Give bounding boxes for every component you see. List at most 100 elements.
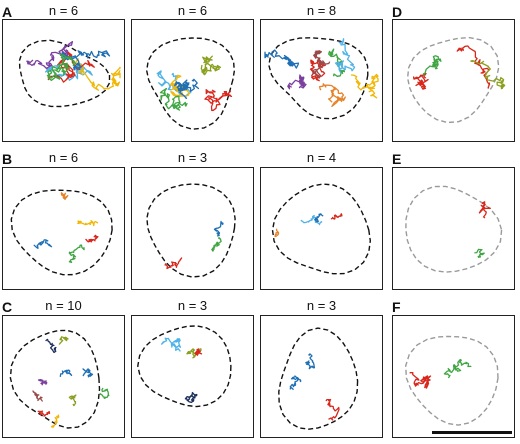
panel-c2-title: n = 3 (177, 298, 208, 313)
panel-b1-title: n = 6 (48, 150, 79, 165)
panel-c2 (131, 315, 254, 438)
trajectory (47, 51, 95, 83)
trajectory (474, 248, 485, 258)
cell-boundary (405, 185, 503, 273)
cell-boundary (137, 325, 232, 408)
trajectory (46, 53, 77, 81)
panel-a1-title: n = 6 (48, 3, 79, 18)
trajectory (58, 336, 69, 345)
panel-f-traces (404, 335, 499, 426)
trajectory (287, 74, 307, 90)
panel-a3 (260, 19, 383, 142)
trajectory (325, 398, 340, 421)
trajectory (77, 220, 99, 227)
scale-bar (432, 431, 512, 434)
trajectory (184, 391, 198, 404)
panel-label-d: D (392, 4, 403, 20)
trajectory (330, 213, 343, 220)
panel-a2-traces (145, 37, 236, 130)
panel-a3-title: n = 8 (306, 3, 337, 18)
trajectory (470, 59, 506, 90)
trajectory (478, 201, 491, 219)
trajectory (160, 337, 182, 352)
trajectory (33, 239, 53, 249)
panel-f (392, 315, 515, 438)
panel-e-traces (405, 185, 503, 273)
trajectory (32, 390, 43, 402)
trajectory (37, 378, 48, 386)
trajectory (169, 74, 190, 98)
trajectory (82, 368, 94, 378)
cell-boundary (268, 37, 369, 120)
panel-b3 (260, 167, 383, 290)
panel-e (392, 167, 515, 290)
trajectory (99, 387, 110, 399)
trajectory (68, 394, 77, 407)
trajectory (309, 59, 326, 82)
trajectory (164, 257, 183, 270)
panel-c1 (2, 315, 125, 438)
cell-boundary (10, 189, 113, 276)
cell-boundary (271, 183, 372, 275)
panel-a3-traces (264, 37, 379, 120)
trajectory (85, 234, 99, 243)
trajectory (211, 236, 222, 252)
cell-boundary (404, 335, 499, 426)
trajectory (213, 220, 224, 237)
panel-label-e: E (392, 151, 402, 167)
trajectory (174, 78, 200, 99)
panel-b1 (2, 167, 125, 290)
trajectory (159, 87, 188, 111)
trajectory (305, 353, 316, 370)
panel-b3-title: n = 4 (306, 150, 337, 165)
panel-a1-traces (18, 39, 121, 108)
cell-boundary (146, 183, 236, 278)
panel-c3-title: n = 3 (306, 298, 337, 313)
trajectory (289, 375, 302, 390)
panel-label-f: F (392, 299, 401, 315)
trajectory (274, 228, 280, 238)
trajectory (59, 369, 73, 377)
panel-a1 (2, 19, 125, 142)
panel-b2 (131, 167, 254, 290)
trajectory (204, 89, 233, 112)
panel-d (392, 19, 515, 142)
trajectory (312, 50, 331, 79)
panel-c2-traces (137, 325, 232, 408)
panel-b2-traces (146, 183, 236, 278)
panel-a2 (131, 19, 254, 142)
trajectory (328, 48, 346, 77)
trajectory (409, 372, 432, 389)
panel-label-b: B (2, 151, 13, 167)
panel-label-c: C (2, 299, 13, 315)
trajectory (443, 358, 472, 379)
panel-a2-title: n = 6 (177, 3, 208, 18)
trajectory (350, 73, 379, 99)
panel-c1-title: n = 10 (45, 298, 82, 313)
trajectory (45, 338, 57, 354)
trajectory (61, 50, 111, 71)
trajectory (456, 45, 491, 89)
panel-c1-traces (9, 329, 110, 429)
trajectory (37, 410, 51, 417)
trajectory (194, 348, 203, 356)
trajectory (318, 83, 346, 107)
trajectory (334, 38, 356, 74)
panel-b3-traces (271, 183, 372, 275)
panel-c3-traces (278, 327, 359, 430)
trajectory (264, 49, 300, 69)
trajectory (75, 58, 121, 91)
trajectory (68, 244, 85, 264)
trajectory (60, 192, 69, 201)
trajectory (200, 55, 222, 76)
panel-d-traces (406, 36, 506, 124)
panel-label-a: A (2, 4, 13, 20)
trajectory (422, 55, 442, 77)
panel-b1-traces (10, 189, 113, 276)
cell-boundary (278, 327, 359, 430)
trajectory (186, 348, 202, 359)
trajectory (314, 213, 324, 223)
trajectory (300, 214, 323, 226)
panel-b2-title: n = 3 (177, 150, 208, 165)
cell-boundary (9, 329, 101, 429)
